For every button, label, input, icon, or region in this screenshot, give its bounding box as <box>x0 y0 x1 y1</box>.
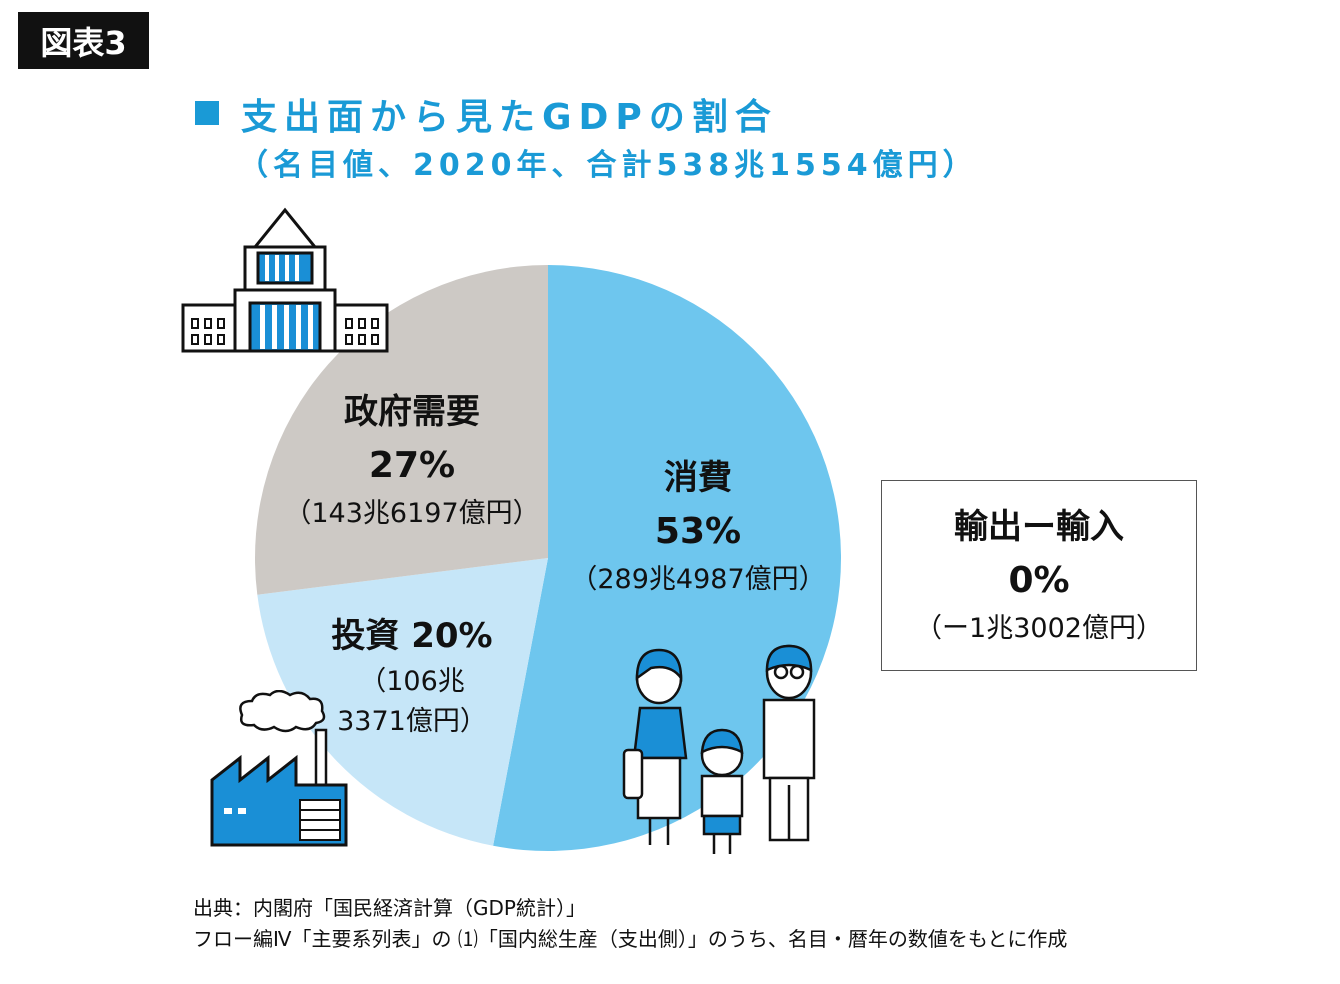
chart-title: 支出面から見たGDPの割合 <box>195 88 778 140</box>
factory-icon <box>210 690 348 847</box>
pie-slice-government <box>255 265 548 595</box>
consumption-amount: （289兆4987億円） <box>570 564 826 595</box>
net-exports-amount: （ー1兆3002億円） <box>915 613 1163 644</box>
square-bullet-icon <box>195 101 219 125</box>
government-amount: （143兆6197億円） <box>284 498 540 529</box>
investment-amount-1: （106兆 <box>359 666 465 697</box>
investment-amount-2: 3371億円） <box>337 706 487 737</box>
source-line-2: フロー編Ⅳ「主要系列表」の ⑴「国内総生産（支出側）」のうち、名目・暦年の数値を… <box>193 927 1068 951</box>
slice-label-consumption: 消費 53% （289兆4987億円） <box>570 452 825 600</box>
consumption-percent: 53% <box>654 511 742 552</box>
net-exports-percent: 0% <box>1008 560 1070 601</box>
government-percent: 27% <box>368 445 456 486</box>
pie-slice-consumption <box>493 265 842 851</box>
slice-label-government: 政府需要 27% （143兆6197億円） <box>284 386 539 534</box>
consumption-name: 消費 <box>664 458 732 498</box>
slice-label-investment: 投資 20% （106兆 3371億円） <box>331 610 492 742</box>
net-exports-name: 輸出ー輸入 <box>954 507 1124 547</box>
source-note: 出典：内閣府「国民経済計算（GDP統計）」 フロー編Ⅳ「主要系列表」の ⑴「国内… <box>193 893 1067 955</box>
government-name: 政府需要 <box>344 392 480 432</box>
figure-label: 図表3 <box>18 12 149 69</box>
family-icon <box>622 644 816 854</box>
investment-percent: 20% <box>411 616 493 656</box>
chart-title-text: 支出面から見たGDPの割合 <box>241 97 778 138</box>
diet-building-icon <box>181 207 389 353</box>
pie-slice-investment <box>257 558 548 846</box>
investment-name: 投資 <box>331 616 400 656</box>
source-line-1: 出典：内閣府「国民経済計算（GDP統計）」 <box>193 896 586 920</box>
chart-subtitle: （名目値、2020年、合計538兆1554億円） <box>238 148 978 183</box>
net-exports-box: 輸出ー輸入 0% （ー1兆3002億円） <box>881 480 1197 671</box>
